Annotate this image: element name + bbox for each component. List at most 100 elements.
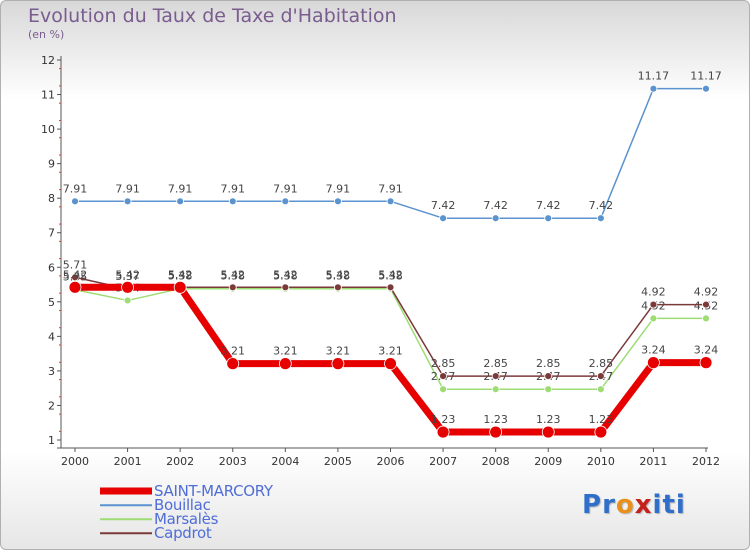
data-label-saint-marcory: 5.42 [63, 268, 88, 281]
data-point-marsal-s [491, 385, 500, 394]
data-point-bouillac [386, 197, 395, 206]
data-point-saint-marcory [173, 280, 187, 294]
data-point-bouillac [123, 197, 132, 206]
data-point-saint-marcory [541, 425, 555, 439]
data-label-capdrot: 5.42 [326, 268, 351, 281]
data-label-saint-marcory: 3.21 [378, 345, 403, 358]
proxiti-logo: Proxiti [582, 490, 686, 520]
x-tick-label: 2008 [482, 455, 510, 468]
data-point-capdrot [281, 283, 290, 292]
x-tick-label: 2004 [271, 455, 299, 468]
data-point-marsal-s [649, 314, 658, 323]
x-tick-label: 2010 [587, 455, 615, 468]
data-label-bouillac: 7.91 [115, 182, 140, 195]
x-tick-label: 2003 [219, 455, 247, 468]
logo-letter: t [662, 490, 676, 520]
data-label-bouillac: 7.91 [63, 182, 88, 195]
data-point-saint-marcory [68, 280, 82, 294]
legend-swatch [100, 518, 152, 520]
data-point-bouillac [228, 197, 237, 206]
x-tick-label: 2005 [324, 455, 352, 468]
logo-letter: o [615, 490, 635, 520]
data-label-marsal-s: 5.38 [221, 270, 246, 283]
y-tick-label: 8 [48, 192, 55, 205]
data-label-bouillac: 7.42 [536, 199, 561, 212]
y-tick-label: 6 [48, 261, 55, 274]
legend-swatch [100, 532, 152, 534]
data-point-marsal-s [702, 314, 710, 323]
y-tick-label: 2 [48, 399, 55, 412]
data-point-capdrot [596, 372, 605, 380]
data-point-capdrot [649, 300, 658, 309]
logo-letter: r [602, 490, 616, 520]
y-tick-label: 12 [41, 54, 55, 67]
data-point-bouillac [544, 214, 553, 223]
data-label-capdrot: 5.42 [168, 268, 193, 281]
x-tick-label: 2011 [639, 455, 667, 468]
y-tick-label: 5 [48, 296, 55, 309]
x-tick-label: 2007 [429, 455, 457, 468]
data-label-saint-marcory: 1.23 [483, 413, 508, 426]
data-label-capdrot: 4.92 [641, 286, 666, 299]
data-point-saint-marcory [278, 357, 292, 371]
data-point-marsal-s [544, 385, 553, 394]
data-label-capdrot: 5.37 [115, 270, 140, 283]
data-label-saint-marcory: 5.42 [168, 268, 193, 281]
data-label-bouillac: 7.91 [221, 182, 246, 195]
data-point-bouillac [439, 214, 447, 223]
data-point-saint-marcory [594, 425, 608, 439]
data-label-capdrot: 5.42 [273, 268, 298, 281]
data-point-bouillac [334, 197, 342, 206]
data-label-bouillac: 7.91 [378, 182, 403, 195]
x-tick-label: 2006 [377, 455, 405, 468]
data-point-capdrot [702, 300, 710, 309]
logo-letter: i [675, 490, 686, 520]
data-point-capdrot [334, 283, 342, 292]
data-label-saint-marcory: 3.21 [221, 345, 246, 358]
data-point-marsal-s [596, 385, 605, 394]
data-label-saint-marcory: 3.24 [641, 344, 666, 357]
data-point-bouillac [176, 197, 185, 206]
data-label-saint-marcory: 1.23 [536, 413, 561, 426]
data-point-marsal-s [439, 385, 447, 394]
data-point-saint-marcory [384, 357, 397, 371]
data-point-capdrot [71, 273, 79, 282]
x-tick-label: 2012 [692, 455, 720, 468]
logo-letter: i [652, 490, 663, 520]
data-label-bouillac: 7.91 [273, 182, 298, 195]
data-label-capdrot: 5.42 [378, 268, 403, 281]
data-point-saint-marcory [647, 356, 660, 370]
data-label-capdrot: 2.85 [536, 357, 561, 370]
data-label-capdrot: 4.92 [694, 286, 719, 299]
data-label-bouillac: 7.42 [483, 199, 508, 212]
y-tick-label: 3 [48, 365, 55, 378]
data-label-capdrot: 2.85 [431, 357, 456, 370]
y-tick-label: 9 [48, 158, 55, 171]
data-point-saint-marcory [331, 357, 345, 371]
legend-label: SAINT-MARCORY [154, 482, 273, 500]
data-point-marsal-s [123, 296, 132, 305]
data-point-capdrot [386, 283, 395, 292]
data-point-saint-marcory [436, 425, 450, 439]
data-label-marsal-s: 5.38 [168, 270, 193, 283]
data-label-saint-marcory: 3.24 [694, 344, 719, 357]
data-label-bouillac: 7.91 [326, 182, 351, 195]
data-point-saint-marcory [489, 425, 503, 439]
y-tick-label: 10 [41, 123, 55, 136]
data-point-saint-marcory [699, 356, 713, 370]
data-point-bouillac [649, 84, 658, 93]
data-label-saint-marcory: 3.21 [273, 345, 298, 358]
legend-label: Marsalès [154, 510, 219, 528]
legend-label: Bouillac [154, 496, 211, 514]
chart-title: Evolution du Taux de Taxe d'Habitation [28, 5, 397, 27]
data-point-bouillac [491, 214, 500, 223]
data-point-capdrot [544, 372, 553, 380]
data-label-marsal-s: 5.38 [378, 270, 403, 283]
legend-swatch [100, 487, 152, 495]
y-tick-label: 7 [48, 227, 55, 240]
y-tick-label: 11 [41, 89, 55, 102]
data-label-marsal-s: 5.38 [326, 270, 351, 283]
data-point-capdrot [228, 283, 237, 292]
